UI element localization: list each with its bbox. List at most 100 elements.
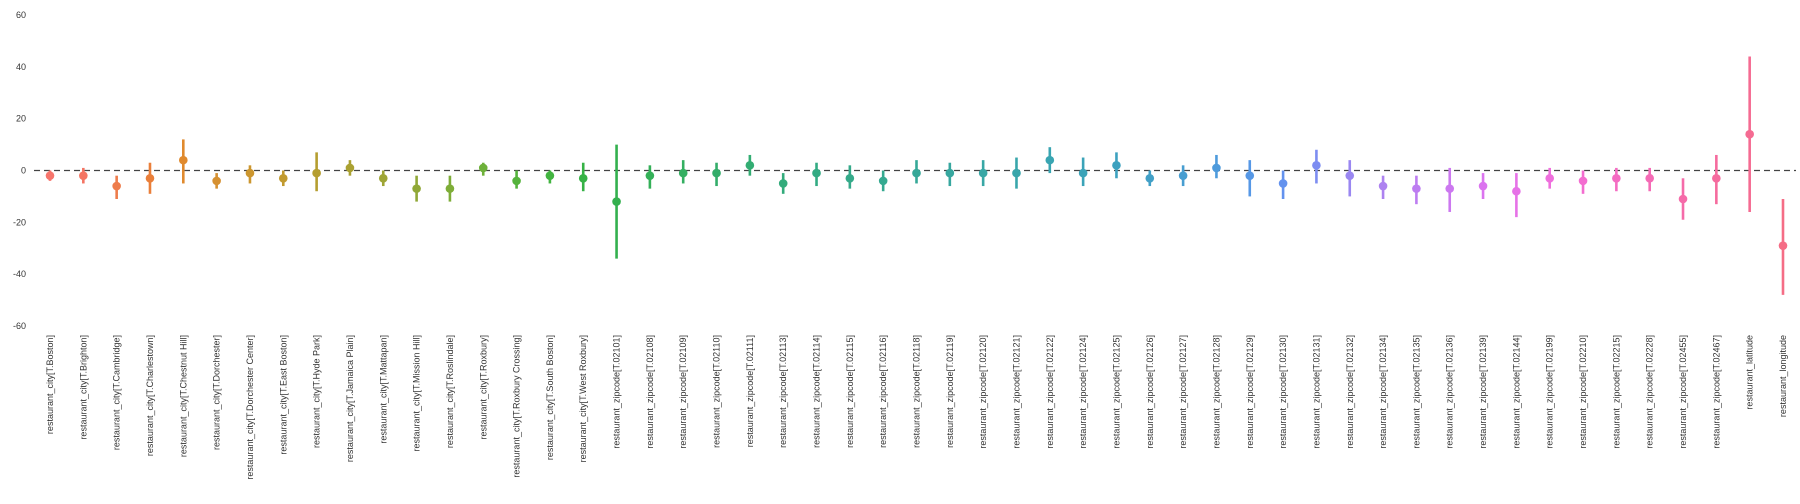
estimate-point — [1112, 161, 1121, 170]
estimate-point — [378, 173, 388, 183]
estimate-point — [1445, 184, 1455, 193]
x-tick-label: restaurant_zipcode[T.02110] — [712, 335, 722, 448]
x-tick-label: restaurant_longitude — [1778, 335, 1788, 417]
estimate-point — [512, 176, 521, 186]
estimate-point — [1712, 173, 1721, 183]
x-tick-label: restaurant_zipcode[T.02130] — [1278, 335, 1288, 449]
estimate-point — [578, 173, 588, 183]
estimate-point — [745, 161, 755, 170]
estimate-point — [545, 171, 555, 180]
x-tick-label: restaurant_zipcode[T.02215] — [1611, 335, 1621, 449]
x-tick-label: restaurant_city[T.Roslindale] — [445, 335, 455, 448]
x-axis-tick-labels: restaurant_city[T.Boston] restaurant_city… — [45, 335, 1788, 480]
estimate-point — [1278, 179, 1288, 188]
x-tick-label: restaurant_latitude — [1745, 335, 1755, 410]
x-tick-label: restaurant_zipcode[T.02455] — [1678, 335, 1688, 449]
estimate-point — [345, 163, 355, 173]
x-tick-label: restaurant_zipcode[T.02125] — [1111, 335, 1121, 449]
x-tick-label: restaurant_city[T.Mattapan] — [378, 335, 388, 444]
x-tick-label: restaurant_city[T.Charlestown] — [145, 335, 155, 456]
x-tick-label: restaurant_zipcode[T.02136] — [1445, 335, 1455, 449]
x-tick-label: restaurant_city[T.Hyde Park] — [312, 335, 322, 448]
estimate-point — [978, 168, 988, 178]
estimate-point — [412, 184, 421, 193]
estimate-point — [1745, 129, 1754, 139]
estimate-point — [1378, 181, 1388, 191]
estimate-point — [1312, 161, 1321, 170]
estimate-point — [1245, 171, 1255, 180]
estimate-points — [45, 129, 1788, 250]
estimate-point — [1012, 168, 1021, 178]
estimate-point — [878, 176, 888, 186]
x-tick-label: restaurant_zipcode[T.02109] — [678, 335, 688, 449]
estimate-point — [1678, 194, 1688, 204]
x-tick-label: restaurant_zipcode[T.02128] — [1211, 335, 1221, 449]
estimate-point — [1578, 176, 1588, 186]
x-tick-label: restaurant_zipcode[T.02111] — [745, 335, 755, 447]
estimate-point — [1412, 184, 1421, 193]
x-tick-label: restaurant_city[T.South Boston] — [545, 335, 555, 460]
x-tick-label: restaurant_city[T.Brighton] — [78, 335, 88, 440]
y-tick-label: 0 — [21, 166, 26, 176]
x-tick-label: restaurant_zipcode[T.02113] — [778, 335, 788, 448]
estimate-point — [79, 171, 88, 180]
x-tick-label: restaurant_zipcode[T.02127] — [1178, 335, 1188, 449]
estimate-point — [945, 168, 955, 178]
x-tick-label: restaurant_zipcode[T.02228] — [1645, 335, 1655, 449]
x-tick-label: restaurant_zipcode[T.02210] — [1578, 335, 1588, 449]
x-tick-label: restaurant_zipcode[T.02467] — [1711, 335, 1721, 449]
x-tick-label: restaurant_zipcode[T.02134] — [1378, 335, 1388, 449]
estimate-point — [245, 168, 255, 178]
y-tick-label: 20 — [16, 114, 26, 124]
x-tick-label: restaurant_zipcode[T.02118] — [912, 335, 922, 448]
estimate-point — [1178, 171, 1188, 180]
x-tick-label: restaurant_city[T.Mission Hill] — [412, 335, 422, 452]
x-tick-label: restaurant_zipcode[T.02114] — [812, 335, 822, 448]
x-tick-label: restaurant_zipcode[T.02129] — [1245, 335, 1255, 449]
x-tick-label: restaurant_zipcode[T.02101] — [612, 335, 622, 449]
estimate-point — [1478, 181, 1488, 191]
x-tick-label: restaurant_city[T.Roxbury] — [478, 335, 488, 440]
x-tick-label: restaurant_city[T.Boston] — [45, 335, 55, 434]
y-tick-label: -40 — [13, 269, 26, 279]
x-tick-label: restaurant_zipcode[T.02139] — [1478, 335, 1488, 449]
estimate-point — [212, 176, 221, 186]
estimate-point — [778, 179, 788, 188]
estimate-point — [812, 168, 821, 178]
y-tick-label: 60 — [16, 10, 26, 20]
estimate-point — [612, 197, 621, 206]
estimate-point — [45, 171, 55, 180]
x-tick-label: restaurant_zipcode[T.02122] — [1045, 335, 1055, 449]
estimate-point — [1045, 155, 1055, 165]
x-tick-label: restaurant_city[T.Jamaica Plain] — [345, 335, 355, 462]
estimate-point — [1212, 163, 1221, 173]
estimate-point — [845, 173, 855, 183]
estimate-point — [645, 171, 655, 180]
y-tick-label: 40 — [16, 62, 26, 72]
estimate-point — [478, 163, 488, 173]
x-tick-label: restaurant_zipcode[T.02135] — [1411, 335, 1421, 449]
x-tick-label: restaurant_city[T.Cambridge] — [112, 335, 122, 450]
y-axis-ticks: -60 -40 -20 0 20 40 60 — [13, 10, 26, 331]
x-tick-label: restaurant_city[T.Dorchester] — [212, 335, 222, 450]
x-tick-label: restaurant_city[T.West Roxbury] — [578, 335, 588, 462]
estimate-point — [1612, 173, 1621, 183]
estimate-point — [712, 168, 721, 178]
x-tick-label: restaurant_zipcode[T.02126] — [1145, 335, 1155, 449]
estimate-point — [278, 173, 288, 183]
x-tick-label: restaurant_zipcode[T.02144] — [1511, 335, 1521, 449]
estimate-point — [112, 181, 121, 191]
x-tick-label: restaurant_zipcode[T.02115] — [845, 335, 855, 448]
estimate-point — [1078, 168, 1088, 178]
estimate-point — [1645, 173, 1654, 183]
estimate-point — [1778, 241, 1788, 250]
x-tick-label: restaurant_zipcode[T.02108] — [645, 335, 655, 449]
y-tick-label: -20 — [13, 217, 26, 227]
x-tick-label: restaurant_zipcode[T.02131] — [1311, 335, 1321, 449]
x-tick-label: restaurant_zipcode[T.02121] — [1011, 335, 1021, 449]
estimate-point — [1345, 171, 1355, 180]
estimate-point — [445, 184, 455, 193]
y-tick-label: -60 — [13, 321, 26, 331]
x-tick-label: restaurant_city[T.Roxbury Crossing] — [512, 335, 522, 478]
